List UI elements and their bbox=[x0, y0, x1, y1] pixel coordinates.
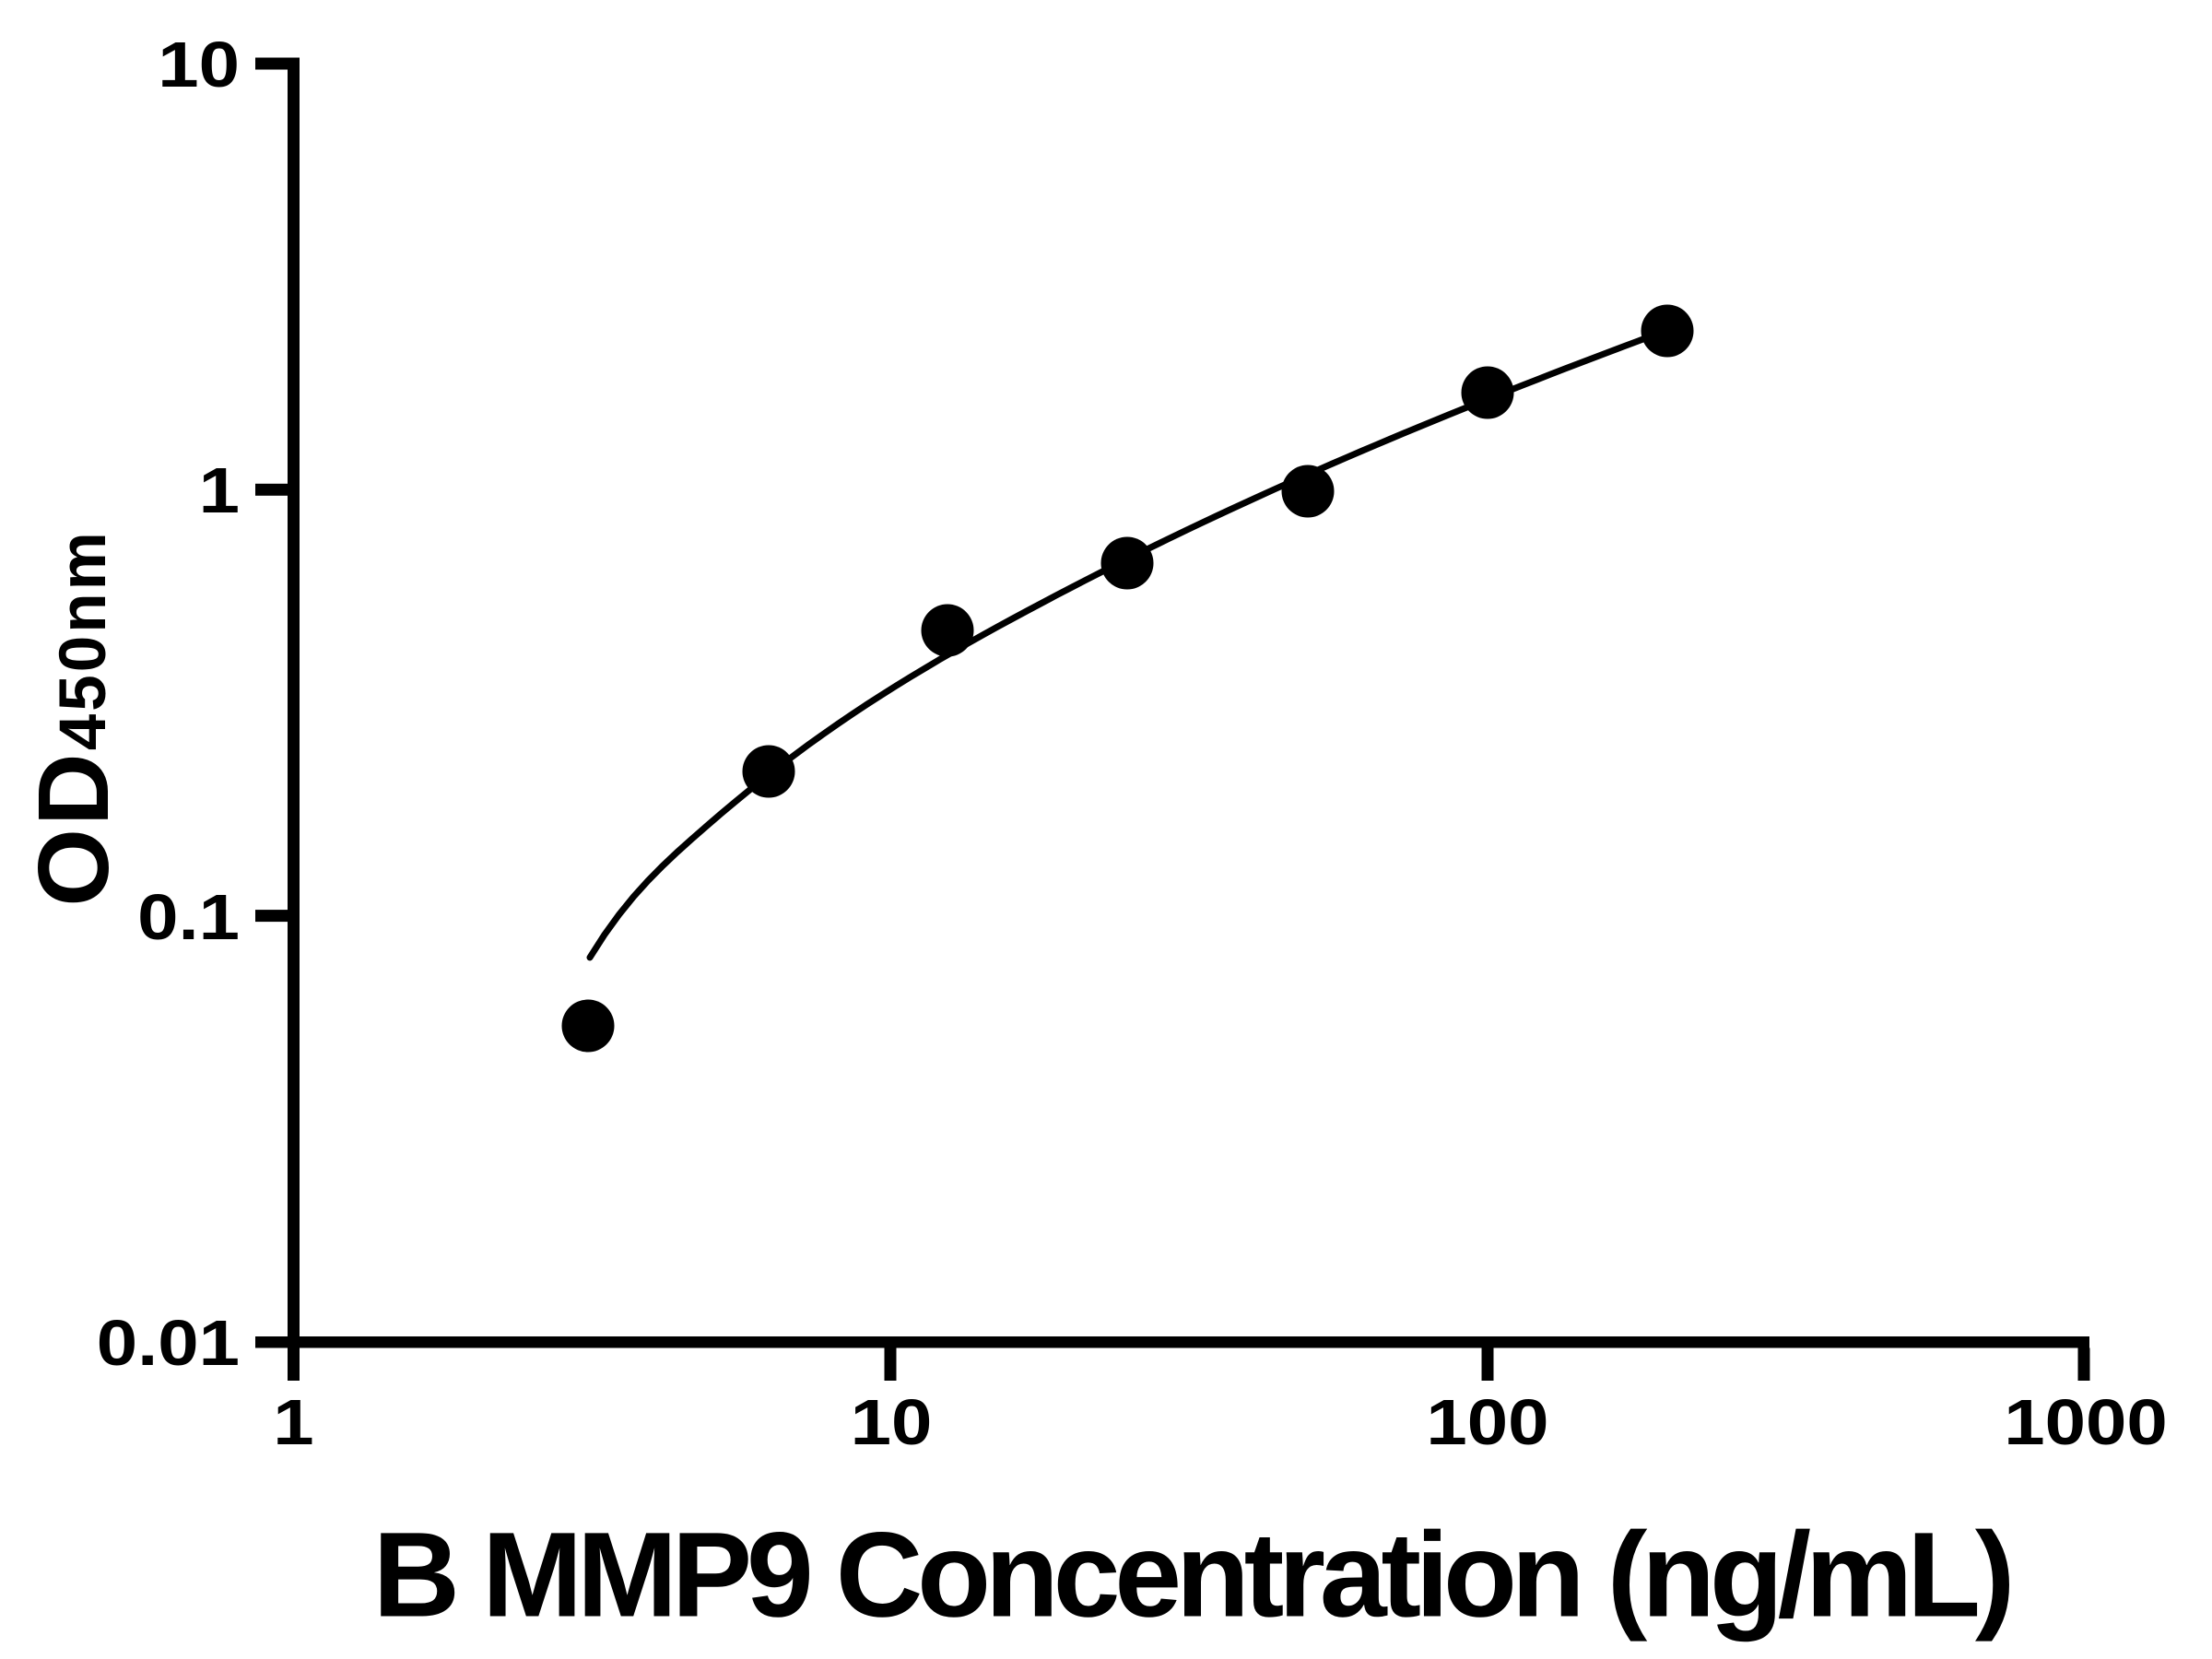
svg-text:10: 10 bbox=[851, 1386, 933, 1458]
svg-text:1000: 1000 bbox=[2004, 1386, 2167, 1458]
svg-text:10: 10 bbox=[158, 29, 240, 100]
svg-text:1: 1 bbox=[199, 454, 240, 526]
svg-text:0.1: 0.1 bbox=[137, 881, 240, 953]
svg-text:100: 100 bbox=[1426, 1386, 1548, 1458]
svg-text:0.01: 0.01 bbox=[97, 1307, 240, 1379]
svg-text:B MMP9 Concentration (ng/mL): B MMP9 Concentration (ng/mL) bbox=[373, 1507, 2016, 1642]
svg-text:OD450nm: OD450nm bbox=[18, 529, 130, 906]
svg-text:1: 1 bbox=[273, 1386, 313, 1458]
